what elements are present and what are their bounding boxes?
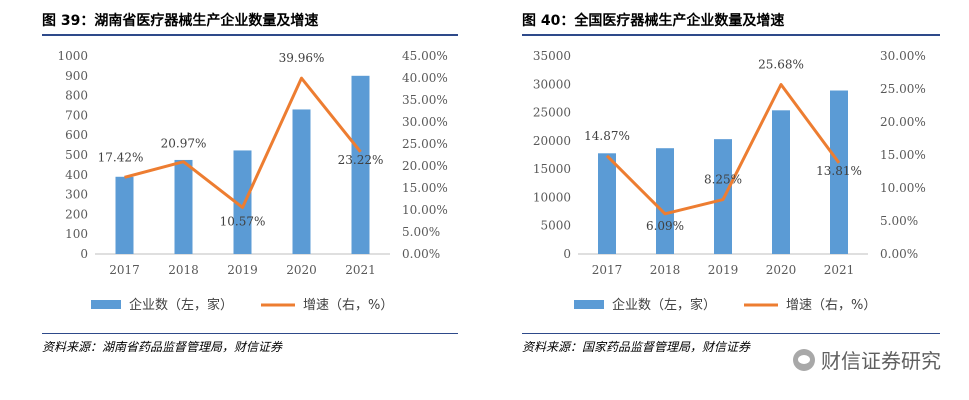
left-axis-tick-label: 800 [65,89,88,103]
right-axis-tick-label: 15.00% [880,148,926,162]
x-axis-tick-label: 2017 [592,263,623,277]
data-label: 6.09% [646,219,684,233]
legend-bar-label: 企业数（左，家） [129,297,233,313]
right-axis-tick-label: 20.00% [402,159,448,173]
right-axis-tick-label: 40.00% [402,71,448,85]
right-axis-tick-label: 5.00% [880,214,918,228]
right-axis-tick-label: 0.00% [402,247,440,261]
x-axis-tick-label: 2021 [345,263,376,277]
left-axis-tick-label: 900 [65,69,88,83]
right-axis-tick-label: 35.00% [402,93,448,107]
left-axis-tick-label: 1000 [57,49,88,63]
bar [351,75,370,254]
bar [598,153,616,254]
bar [292,109,311,255]
x-axis-tick-label: 2020 [286,263,317,277]
data-label: 13.81% [816,164,862,178]
watermark-text: 财信证券研究 [821,349,941,373]
left-axis-tick-label: 200 [65,207,88,221]
data-label: 23.22% [338,153,384,167]
left-axis-tick-label: 100 [65,227,88,241]
title-rule [522,34,940,36]
x-axis-tick-label: 2019 [708,263,739,277]
x-axis-tick-label: 2019 [227,263,258,277]
bar [830,90,848,254]
wechat-icon [793,348,815,371]
left-axis-tick-label: 500 [65,148,88,162]
left-axis-tick-label: 300 [65,188,88,202]
figure-39-panel: 图 39：湖南省医疗器械生产企业数量及增速 0 100 200 300 400 500 60… [0,0,484,400]
right-axis-tick-label: 15.00% [402,181,448,195]
left-axis-tick-label: 0 [80,247,88,261]
watermark: 财信证券研究 [793,345,941,374]
left-axis-tick-label: 30000 [533,77,571,91]
left-axis-tick-label: 15000 [533,162,571,176]
x-axis-tick-label: 2021 [824,263,855,277]
left-axis-tick-label: 700 [65,108,88,122]
left-axis-tick-label: 5000 [540,219,571,233]
chart-hunan: 0 100 200 300 400 500 600 700 800 900 1000 0.00% 5.0… [57,49,448,313]
bar [656,148,674,254]
right-axis-tick-label: 0.00% [880,247,918,261]
data-label: 20.97% [161,137,207,151]
growth-line [124,76,362,209]
source-note: 资料来源：国家药品监督管理局，财信证券 [522,340,751,354]
chart-national: 0 5000 10000 15000 20000 25000 30000 35000 0.00%… [533,49,926,313]
legend-line-label: 增速（右，%） [303,298,393,313]
data-label: 14.87% [584,129,630,143]
left-axis-tick-label: 25000 [533,106,571,120]
figure-40-panel: 图 40：全国医疗器械生产企业数量及增速 0 5000 10000 15000 2000… [484,0,969,400]
right-axis-tick-label: 30.00% [402,115,448,129]
right-axis-tick-label: 30.00% [880,49,926,63]
source-rule [42,333,458,334]
left-axis-tick-label: 20000 [533,134,571,148]
growth-line [605,83,841,216]
right-axis-tick-label: 10.00% [402,203,448,217]
data-label: 17.42% [98,150,144,164]
right-axis-tick-label: 5.00% [402,225,440,239]
data-label: 10.57% [220,214,266,228]
x-axis-tick-label: 2018 [650,263,681,277]
data-label: 8.25% [704,173,742,187]
data-label: 39.96% [279,51,325,65]
data-label: 25.68% [758,58,804,72]
bar [772,110,790,255]
left-axis-tick-label: 0 [563,247,571,261]
left-axis-tick-label: 10000 [533,190,571,204]
right-axis-tick-label: 10.00% [880,181,926,195]
x-axis-tick-label: 2018 [168,263,199,277]
bar [174,159,193,254]
legend-bar-swatch [91,300,121,309]
left-axis-tick-label: 600 [65,128,88,142]
right-axis-tick-label: 25.00% [402,137,448,151]
bar [115,176,134,254]
right-axis-tick-label: 45.00% [402,49,448,63]
x-axis-tick-label: 2017 [109,263,140,277]
right-axis-tick-label: 20.00% [880,115,926,129]
figure-title: 图 39：湖南省医疗器械生产企业数量及增速 [42,13,319,29]
left-axis-tick-label: 400 [65,168,88,182]
source-rule [522,333,940,334]
title-rule [42,34,458,36]
bar [233,150,252,254]
legend-line-label: 增速（右，%） [786,298,876,313]
source-note: 资料来源：湖南省药品监督管理局，财信证券 [42,340,283,354]
x-axis-tick-label: 2020 [766,263,797,277]
legend-bar-label: 企业数（左，家） [612,297,716,313]
legend-bar-swatch [574,300,604,309]
left-axis-tick-label: 35000 [533,49,571,63]
figure-title: 图 40：全国医疗器械生产企业数量及增速 [522,13,785,29]
right-axis-tick-label: 25.00% [880,82,926,96]
